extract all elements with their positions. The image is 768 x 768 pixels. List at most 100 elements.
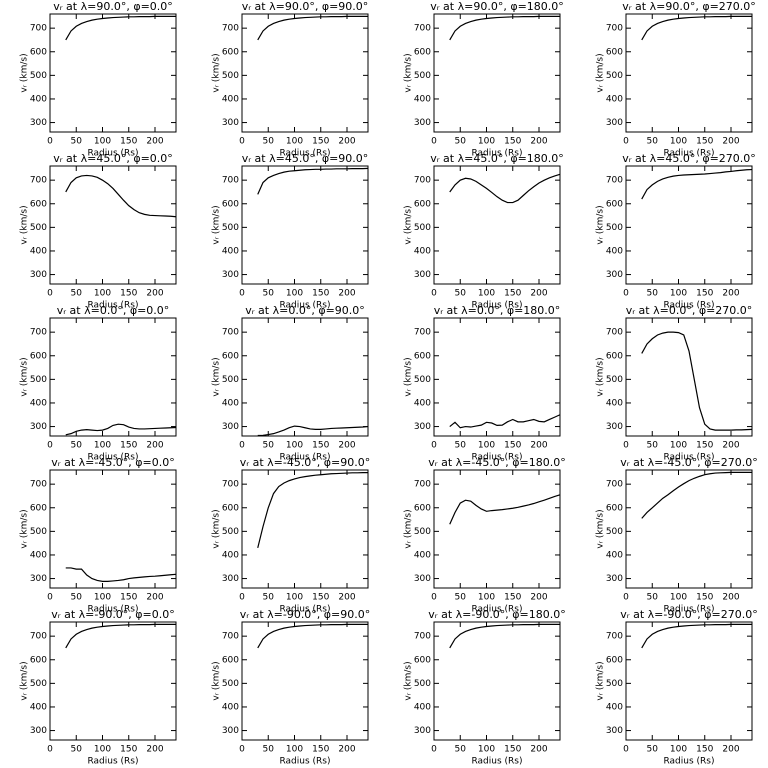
y-axis-label: vᵣ (km/s) [404, 509, 414, 548]
x-axis-label: Radius (Rs) [663, 453, 714, 463]
x-tick-label: 0 [623, 137, 629, 147]
y-tick-label: 700 [414, 24, 431, 34]
y-tick-label: 400 [30, 398, 47, 408]
y-tick-label: 300 [30, 574, 47, 584]
plot-frame [49, 317, 177, 437]
y-tick-label: 600 [606, 351, 623, 361]
x-tick-label: 150 [312, 137, 329, 147]
y-tick-label: 300 [222, 270, 239, 280]
x-tick-label: 200 [146, 441, 163, 451]
y-tick-label: 300 [606, 118, 623, 128]
y-tick-label: 700 [30, 176, 47, 186]
y-tick-label: 600 [30, 655, 47, 665]
x-tick-label: 50 [71, 137, 83, 147]
chart-title: vᵣ at λ=0.0°, φ=180.0° [434, 304, 561, 317]
y-tick-label: 500 [606, 679, 623, 689]
x-tick-label: 50 [647, 441, 659, 451]
x-axis-label: Radius (Rs) [663, 757, 714, 767]
y-tick-label: 600 [222, 655, 239, 665]
x-tick-label: 150 [312, 593, 329, 603]
x-tick-label: 100 [94, 441, 111, 451]
x-axis-label: Radius (Rs) [471, 605, 522, 615]
y-tick-label: 400 [30, 550, 47, 560]
data-line [65, 15, 176, 41]
x-tick-label: 0 [623, 441, 629, 451]
data-line [257, 623, 368, 649]
plot-frame [49, 621, 177, 741]
plot-frame [625, 317, 753, 437]
y-tick-label: 500 [414, 679, 431, 689]
y-tick-label: 600 [606, 199, 623, 209]
y-tick-label: 500 [222, 679, 239, 689]
x-tick-label: 200 [530, 745, 547, 755]
y-tick-label: 700 [222, 632, 239, 642]
y-tick-label: 700 [414, 480, 431, 490]
y-tick-label: 400 [222, 246, 239, 256]
panel: vᵣ at λ=45.0°, φ=180.0° 300 400 500 600 700 0 5… [404, 152, 564, 311]
y-axis-label: vᵣ (km/s) [596, 205, 606, 244]
x-tick-label: 200 [146, 745, 163, 755]
y-tick-label: 400 [414, 550, 431, 560]
panel: vᵣ at λ=90.0°, φ=90.0° 300 400 500 600 700 0 50… [212, 0, 369, 159]
y-tick-label: 600 [414, 47, 431, 57]
y-tick-label: 300 [414, 270, 431, 280]
y-tick-label: 700 [222, 480, 239, 490]
x-tick-label: 150 [120, 137, 137, 147]
y-tick-label: 400 [606, 702, 623, 712]
plot-frame [433, 165, 561, 285]
y-tick-label: 500 [30, 223, 47, 233]
y-tick-label: 400 [222, 702, 239, 712]
x-tick-label: 150 [312, 441, 329, 451]
data-line [641, 331, 753, 431]
y-tick-label: 500 [414, 223, 431, 233]
plot-frame [433, 13, 561, 133]
x-tick-label: 200 [722, 289, 739, 299]
x-tick-label: 50 [647, 289, 659, 299]
x-tick-label: 200 [338, 593, 355, 603]
chart-title: vᵣ at λ=-90.0°, φ=0.0° [51, 608, 175, 621]
y-tick-label: 300 [414, 422, 431, 432]
x-tick-label: 100 [478, 593, 495, 603]
y-tick-label: 700 [606, 24, 623, 34]
x-tick-label: 100 [286, 137, 303, 147]
x-tick-label: 200 [146, 137, 163, 147]
y-tick-label: 400 [414, 246, 431, 256]
y-tick-label: 600 [606, 47, 623, 57]
y-tick-label: 700 [606, 632, 623, 642]
y-tick-label: 500 [414, 71, 431, 81]
y-tick-label: 700 [30, 632, 47, 642]
x-axis-label: Radius (Rs) [87, 605, 138, 615]
y-axis-label: vᵣ (km/s) [596, 661, 606, 700]
x-tick-label: 0 [431, 745, 437, 755]
y-tick-label: 600 [222, 351, 239, 361]
y-tick-label: 600 [606, 655, 623, 665]
data-line [641, 15, 752, 41]
data-line [449, 414, 561, 429]
x-tick-label: 0 [239, 289, 245, 299]
y-axis-label: vᵣ (km/s) [404, 53, 414, 92]
panel: vᵣ at λ=0.0°, φ=0.0° 300 400 500 600 700 0 50 10… [20, 304, 177, 463]
y-tick-label: 600 [222, 503, 239, 513]
x-tick-label: 50 [263, 593, 275, 603]
x-tick-label: 200 [146, 593, 163, 603]
x-tick-label: 100 [286, 441, 303, 451]
x-tick-label: 50 [71, 289, 83, 299]
plot-frame [241, 469, 369, 589]
data-line [65, 623, 176, 649]
x-tick-label: 0 [47, 137, 53, 147]
x-axis-label: Radius (Rs) [87, 301, 138, 311]
y-axis-label: vᵣ (km/s) [212, 661, 222, 700]
plot-frame [625, 13, 753, 133]
x-axis-label: Radius (Rs) [471, 149, 522, 159]
chart-title: vᵣ at λ=-45.0°, φ=0.0° [51, 456, 175, 469]
y-axis-label: vᵣ (km/s) [596, 53, 606, 92]
x-tick-label: 0 [431, 441, 437, 451]
x-tick-label: 150 [696, 289, 713, 299]
x-tick-label: 50 [455, 593, 467, 603]
y-tick-label: 300 [606, 422, 623, 432]
x-tick-label: 100 [478, 745, 495, 755]
x-axis-label: Radius (Rs) [663, 301, 714, 311]
y-tick-label: 400 [606, 94, 623, 104]
x-axis-label: Radius (Rs) [279, 605, 330, 615]
x-tick-label: 50 [455, 441, 467, 451]
